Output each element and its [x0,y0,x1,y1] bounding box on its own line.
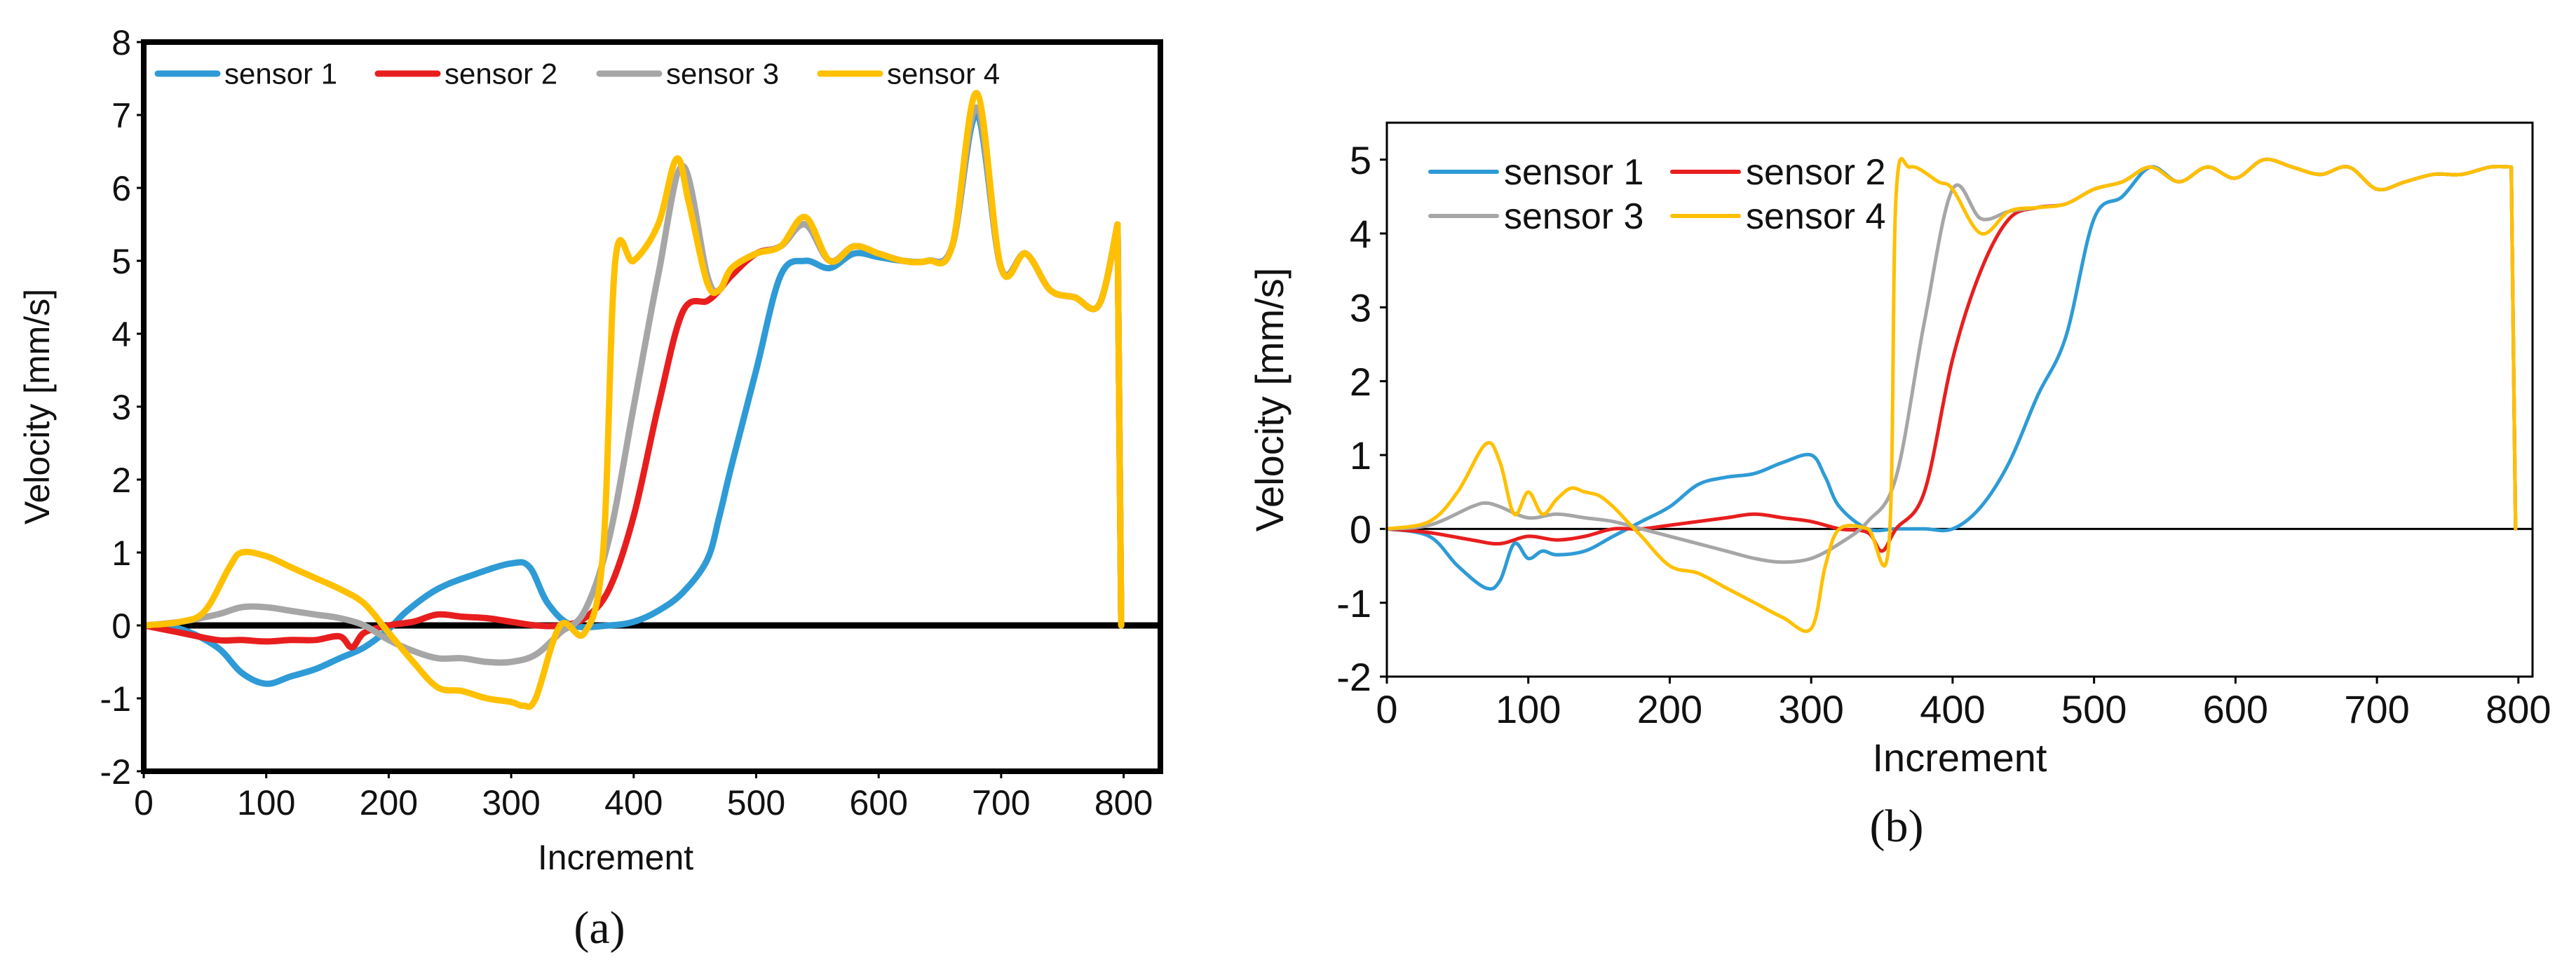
panel-b-y-ticks: -2 -1 0 1 2 3 4 5 [1336,138,1387,699]
legend-label-sensor-3: sensor 3 [1504,196,1643,237]
panel-a-series [140,90,1125,710]
series-line-sensor-4 [140,90,1125,710]
y-tick-label: -1 [1336,581,1371,625]
panel-b-frame [1385,121,2534,678]
x-tick-label: 300 [482,783,540,822]
y-tick-label: 5 [111,242,131,281]
x-tick-label: 700 [2344,687,2409,731]
panel-b-label: (b) [1870,801,1924,852]
y-tick-label: 1 [1350,433,1371,477]
panel-a-frame [141,39,1163,774]
y-tick-label: 3 [111,388,131,427]
legend-label-sensor-1: sensor 1 [1504,152,1643,193]
legend-label-sensor-2: sensor 2 [1746,152,1885,193]
x-tick-label: 700 [972,783,1030,822]
y-tick-label: -1 [100,679,131,719]
x-tick-label: 500 [2061,687,2127,731]
series-line-sensor-3 [140,104,1125,666]
legend-label-sensor-2: sensor 2 [445,57,557,90]
y-tick-label: 8 [111,23,131,62]
panel-a-x-ticks: 0 100 200 300 400 500 600 700 800 [134,771,1153,822]
x-tick-label: 300 [1778,687,1843,731]
y-tick-label: 4 [1350,212,1371,256]
legend-label-sensor-1: sensor 1 [224,57,337,90]
panel-a-y-axis-label: Velocity [mm/s] [18,289,57,524]
y-tick-label: 6 [111,169,131,208]
x-tick-label: 200 [360,783,418,822]
panel-b-y-axis-label: Velocity [mm/s] [1247,268,1292,532]
y-tick-label: 5 [1350,138,1371,182]
x-tick-label: 600 [2203,687,2268,731]
x-tick-label: 0 [1376,687,1397,731]
panel-a-legend: sensor 1 sensor 2 sensor 3 sensor 4 [154,57,1000,90]
x-tick-label: 800 [2486,687,2551,731]
x-tick-label: 400 [604,783,663,822]
x-tick-label: 200 [1637,687,1702,731]
y-tick-label: 3 [1350,285,1371,330]
x-tick-label: 500 [727,783,785,822]
x-tick-label: 0 [134,783,154,822]
chart-panel-b: -2 -1 0 1 2 3 4 5 0 100 200 300 400 500 600 700 800 sen… [1247,121,2551,852]
y-tick-label: -2 [1336,655,1371,699]
legend-label-sensor-4: sensor 4 [1746,196,1885,237]
x-tick-label: 600 [849,783,907,822]
panel-a-label: (a) [574,902,625,954]
panel-b-series [1385,156,2518,633]
panel-b-legend: sensor 1 sensor 2 sensor 3 sensor 4 [1428,152,1885,237]
y-tick-label: 0 [111,606,131,646]
y-tick-label: 0 [1350,507,1371,551]
y-tick-label: 1 [111,534,131,573]
legend-label-sensor-4: sensor 4 [887,57,1000,90]
y-tick-label: -2 [100,752,131,792]
x-tick-label: 800 [1094,783,1153,822]
series-line-sensor-4 [1385,156,2518,633]
panel-b-x-ticks: 0 100 200 300 400 500 600 700 800 [1376,677,2551,731]
y-tick-label: 2 [111,461,131,500]
x-tick-label: 100 [237,783,295,822]
y-tick-label: 2 [1350,360,1371,404]
y-tick-label: 7 [111,96,131,135]
x-tick-label: 400 [1920,687,1985,731]
panel-a-x-axis-label: Increment [538,838,693,877]
x-tick-label: 100 [1496,687,1561,731]
y-tick-label: 4 [111,315,131,354]
legend-label-sensor-3: sensor 3 [666,57,779,90]
panel-b-x-axis-label: Increment [1873,736,2047,780]
